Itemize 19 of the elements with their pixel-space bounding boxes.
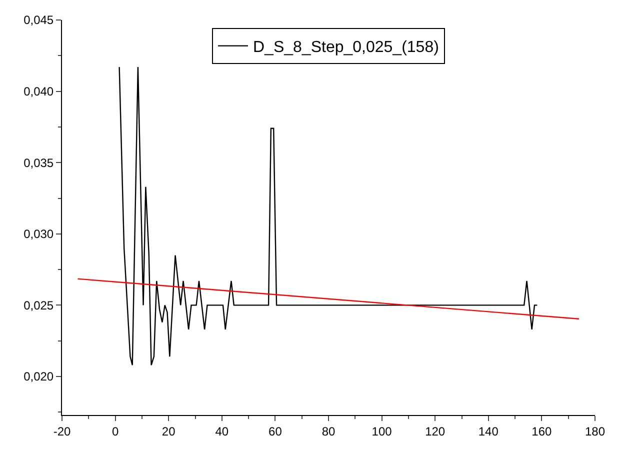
- x-tick-label: 80: [322, 424, 336, 438]
- y-tick-label: 0,030: [24, 227, 54, 242]
- x-tick-label: 100: [372, 424, 392, 438]
- y-tick-label: 0,025: [24, 298, 54, 312]
- x-tick-label: 140: [478, 424, 499, 438]
- x-tick-label: 0: [112, 424, 119, 438]
- x-tick-label: 40: [215, 424, 229, 438]
- y-tick-label: 0,040: [24, 84, 54, 98]
- x-tick-label: 20: [162, 424, 176, 438]
- x-tick-label: -20: [53, 424, 71, 438]
- legend-label: D_S_8_Step_0,025_(158): [253, 39, 439, 56]
- y-tick-label: 0,035: [24, 156, 54, 170]
- x-tick-label: 120: [425, 424, 446, 438]
- x-tick-label: 160: [532, 424, 552, 438]
- x-tick-label: 60: [268, 424, 282, 438]
- y-tick-label: 0,045: [24, 13, 54, 28]
- line-series: [118, 66, 538, 366]
- y-tick-label: 0,020: [24, 370, 54, 384]
- x-tick-label: 180: [584, 424, 606, 438]
